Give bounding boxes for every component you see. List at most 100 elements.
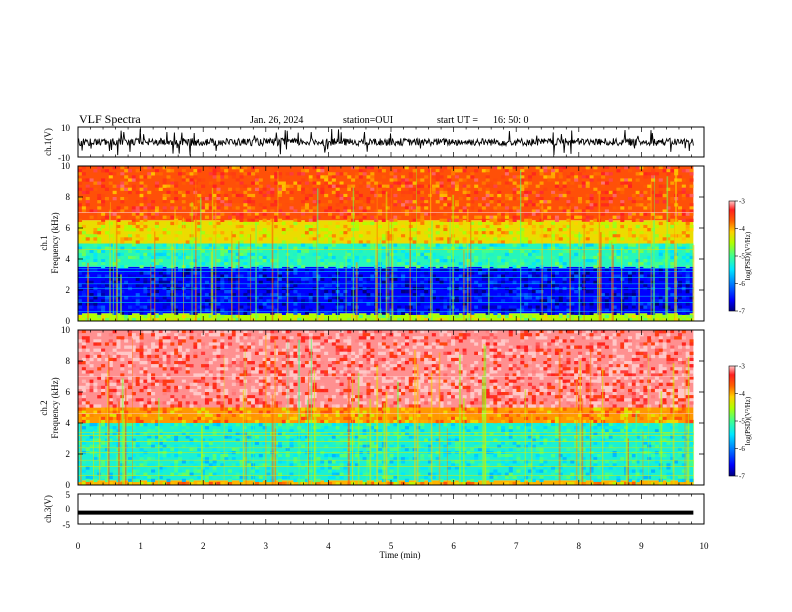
ch2-spec-cell xyxy=(677,351,683,355)
ch1-spec-cell xyxy=(347,209,352,213)
ch1-spec-cell xyxy=(558,290,563,294)
ch1-spec-cell xyxy=(539,249,544,253)
ch2-spec-cell xyxy=(631,370,636,374)
ch1-spec-cell xyxy=(647,249,652,253)
ch1-spec-cell xyxy=(497,218,502,222)
ch1-spec-cell xyxy=(531,252,536,257)
ch1-spec-cell xyxy=(474,231,479,235)
ch1-spec-cell xyxy=(135,293,140,297)
ch1-spec-cell xyxy=(135,240,140,244)
ch1-spec-cell xyxy=(251,221,256,226)
ch1-spec-cell xyxy=(370,293,375,297)
ch1-spec-cell xyxy=(558,252,563,257)
ch1-spec-cell xyxy=(158,265,163,269)
ch1-spec-cell xyxy=(558,193,563,198)
ch1-spec-cell xyxy=(370,175,375,179)
ch1-spec-cell xyxy=(212,184,217,188)
ch1-spec-cell xyxy=(681,296,686,300)
ch1-spec-cell xyxy=(624,184,629,188)
ch2-spec-cell xyxy=(97,342,102,346)
ch1-spec-cell xyxy=(431,187,436,191)
ch2-spec-cell xyxy=(220,370,225,374)
ch2-spec-cell xyxy=(358,330,363,334)
ch1-spec-cell xyxy=(393,169,398,173)
ch1-spec-cell xyxy=(231,237,236,241)
ch1-spec-cell xyxy=(128,228,133,232)
ch1-spec-cell xyxy=(677,308,683,312)
ch1-spec-cell xyxy=(481,290,486,294)
ch2-spec-cell xyxy=(112,342,117,346)
ch1-spec-cell xyxy=(112,184,117,188)
ch2-spec-cell xyxy=(674,357,679,362)
ch1-spec-cell xyxy=(397,237,402,241)
ch2-spec-cell xyxy=(662,367,667,371)
ch2-spec-cell xyxy=(666,333,671,337)
ch1-spec-cell xyxy=(239,308,244,312)
ch1-spec-cell xyxy=(539,224,544,229)
ch1-spec-cell xyxy=(162,249,167,253)
ch1-spec-cell xyxy=(393,311,398,315)
ch1-spec-cell xyxy=(685,314,690,319)
ch1-spec-cell xyxy=(501,293,506,297)
ch2-spec-cell xyxy=(124,345,129,349)
ch2-spec-cell xyxy=(81,370,86,374)
ch2-spec-cell xyxy=(574,370,579,374)
ch1-spec-cell xyxy=(601,218,606,222)
ch1-spec-cell xyxy=(131,240,136,244)
ch1-spec-cell xyxy=(443,299,448,303)
ch1-spec-cell xyxy=(231,265,236,269)
ch1-spec-cell xyxy=(539,197,544,201)
ch1-spec-cell xyxy=(239,237,244,241)
ch2-spec-cell xyxy=(208,370,213,374)
ch2-spec-cell xyxy=(343,361,348,365)
ch1-spec-cell xyxy=(212,193,217,198)
ch2-spec-cell xyxy=(239,361,244,365)
ch1-spec-cell xyxy=(412,228,417,232)
ch2-spec-cell xyxy=(316,342,321,346)
ch1-spec-cell xyxy=(477,197,483,201)
ch1-spec-cell xyxy=(435,224,440,229)
ch2-spec-cell xyxy=(520,351,525,355)
ch1-spec-cell xyxy=(420,190,425,195)
ch1-spec-cell xyxy=(574,178,579,182)
ch2-spec-cell xyxy=(470,339,475,343)
ch1-spec-cell xyxy=(485,283,490,288)
ch1-spec-cell xyxy=(489,193,494,198)
ch1-wave-ytick-bottom: -10 xyxy=(58,153,70,163)
ch1-spec-cell xyxy=(616,308,621,312)
ch2-spec-cell xyxy=(170,342,175,346)
ch1-spec-cell xyxy=(593,259,598,263)
ch1-spec-cell xyxy=(393,184,398,188)
ch2-spec-cell xyxy=(531,354,536,359)
ch1-spec-cell xyxy=(185,317,190,322)
ch1-spec-cell xyxy=(535,255,540,260)
ch1-spec-cell xyxy=(439,280,444,284)
ch1-spec-cell xyxy=(316,215,321,219)
ch2-spec-cell xyxy=(81,361,86,365)
ch1-spec-cell xyxy=(670,293,675,297)
ch1-spec-cell xyxy=(274,293,279,297)
ch2-spec-cell xyxy=(639,348,644,352)
ch1-spec-cell xyxy=(147,206,152,210)
ch1-spec-cell xyxy=(289,228,294,232)
ch1-spec-cell xyxy=(120,302,125,306)
ch1-spec-cell xyxy=(297,240,302,244)
ch1-spec-cell xyxy=(247,274,252,278)
ch1-spec-cell xyxy=(312,308,317,312)
ch1-spec-cell xyxy=(231,193,236,198)
ch1-spec-cell xyxy=(512,308,517,312)
ch1-spec-cell xyxy=(620,212,625,216)
ch1-spec-cell xyxy=(201,197,206,201)
ch1-spec-cell xyxy=(589,215,594,219)
ch1-spec-cell xyxy=(358,274,363,278)
ch1-spec-cell xyxy=(154,231,159,235)
ch1-spec-cell xyxy=(643,203,648,207)
ch1-spec-cell xyxy=(81,252,86,257)
ch1-spec-cell xyxy=(293,271,298,275)
ch1-spec-cell xyxy=(477,209,483,213)
ch1-spec-cell xyxy=(535,209,540,213)
ch1-spec-cell xyxy=(239,181,244,185)
ch1-spec-cell xyxy=(424,249,429,253)
ch2-spec-cell xyxy=(81,336,86,340)
ch1-spec-cell xyxy=(304,203,309,207)
